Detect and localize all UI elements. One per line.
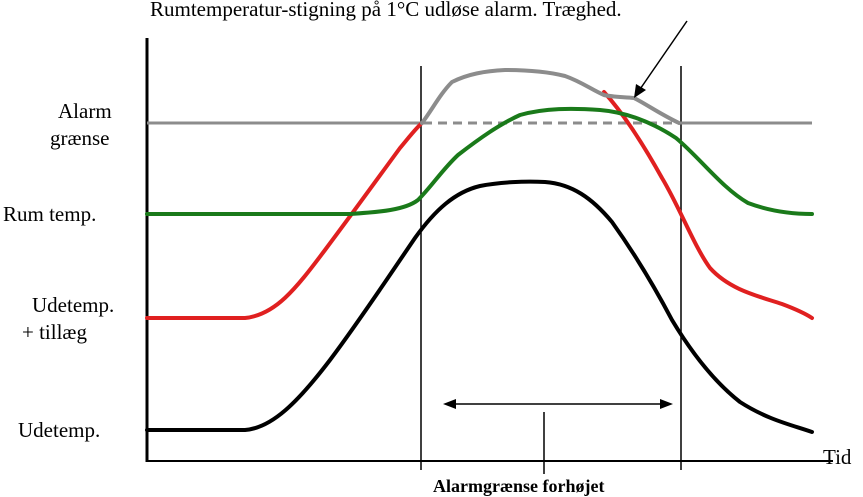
inertia-pointer-arrow (635, 20, 688, 96)
header-text: Rumtemperatur-stigning på 1°C udløse ala… (150, 0, 622, 21)
raised-period-arrowhead-right (660, 399, 673, 409)
alarm-limit-curve (420, 68, 681, 125)
outdoor-plus-label-line2: + tillæg (22, 320, 87, 344)
outdoor-plus-curve-descent (602, 90, 814, 320)
outdoor-temp-curve (145, 179, 814, 434)
time-axis-label: Tid (823, 445, 852, 469)
outdoor-plus-label-line1: Udetemp. (32, 293, 114, 317)
room-temp-label: Rum temp. (3, 202, 96, 226)
raised-limit-label: Alarmgrænse forhøjet (433, 476, 604, 496)
raised-period-arrowhead-left (443, 399, 456, 409)
room-temp-curve (145, 106, 814, 216)
alarm-limit-label-line2: grænse (50, 126, 110, 150)
outdoor-temp-label: Udetemp. (18, 418, 100, 442)
inertia-arrowhead (634, 84, 646, 98)
alarm-limit-label-line1: Alarm (58, 99, 112, 123)
